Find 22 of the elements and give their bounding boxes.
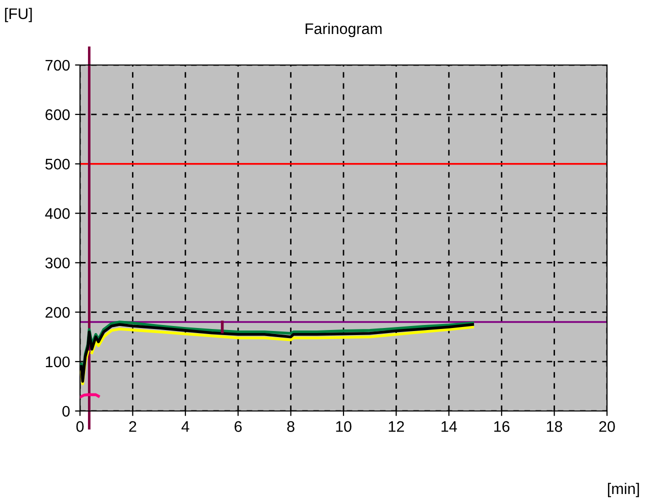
y-tick-label: 600	[46, 109, 70, 120]
x-tick-label: 14	[442, 421, 457, 432]
x-axis-title: [min]	[608, 482, 639, 498]
y-tick-label: 200	[46, 307, 70, 318]
chart-title: Farinogram	[306, 22, 382, 38]
y-tick-label: 500	[45, 158, 70, 170]
y-axis-title: [FU]	[5, 8, 32, 22]
x-tick-label: 16	[494, 421, 510, 432]
y-tick-label: 0	[62, 406, 70, 417]
y-tick-label: 400	[45, 208, 70, 219]
x-tick-label: 18	[546, 421, 562, 432]
x-tick-label: 6	[234, 421, 242, 432]
y-tick-label: 700	[46, 60, 70, 71]
x-tick-label: 0	[76, 421, 84, 432]
y-tick-label: 100	[46, 356, 70, 368]
x-tick-label: 10	[336, 421, 352, 432]
y-tick-label: 300	[45, 258, 70, 268]
x-tick-label: 12	[388, 421, 404, 432]
x-tick-label: 20	[599, 421, 615, 432]
x-tick-label: 8	[287, 421, 294, 432]
x-tick-label: 2	[129, 421, 136, 432]
x-tick-label: 4	[182, 421, 190, 432]
